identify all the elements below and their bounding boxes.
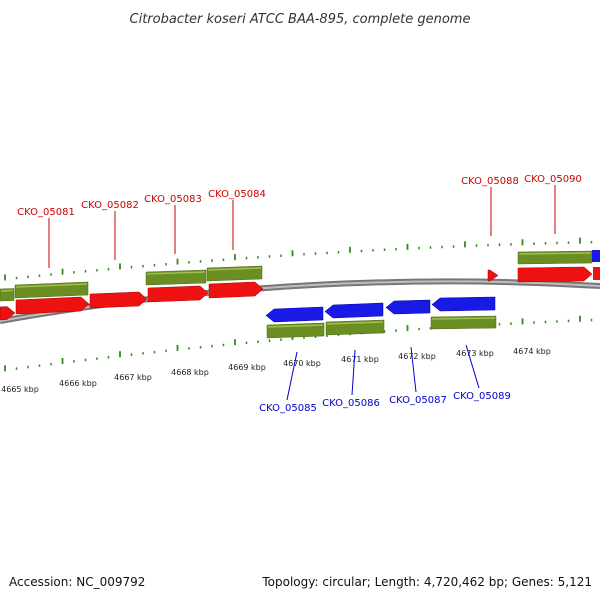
accession-text: Accession: NC_009792	[9, 575, 145, 589]
forward-genes	[0, 266, 600, 321]
scale-label: 4674 kbp	[513, 347, 551, 356]
scale-label: 4670 kbp	[283, 359, 321, 368]
reverse-gene-arrow	[592, 250, 600, 262]
scale-label: 4669 kbp	[228, 363, 266, 372]
forward-gene-arrow	[147, 285, 209, 303]
forward-gene-label: CKO_05090	[524, 174, 582, 185]
scale-label: 4672 kbp	[398, 352, 436, 361]
reverse-gene-arrow	[385, 299, 431, 315]
cds-bar-highlight	[15, 283, 88, 288]
forward-gene-label: CKO_05082	[81, 200, 139, 211]
map-title: Citrobacter koseri ATCC BAA-895, complet…	[130, 12, 471, 27]
genome-summary-text: Topology: circular; Length: 4,720,462 bp…	[261, 575, 592, 589]
forward-gene-label: CKO_05081	[17, 207, 75, 218]
gene-labels: CKO_05081 CKO_05082 CKO_05083 CKO_05084 CKO_…	[17, 174, 582, 414]
scale-label: 4673 kbp	[456, 349, 494, 358]
reverse-gene-arrow	[265, 306, 324, 323]
reverse-leader-line	[351, 349, 356, 396]
cds-bar-highlight	[207, 267, 262, 271]
cds-bar-highlight	[267, 324, 324, 328]
scale-label: 4671 kbp	[341, 355, 379, 364]
reverse-gene-label: CKO_05089	[453, 391, 511, 402]
scale-labels: 4665 kbp 4666 kbp 4667 kbp 4668 kbp 4669 kbp…	[1, 347, 551, 394]
cds-bar-highlight	[431, 317, 496, 320]
outer-tick-ring	[4, 237, 593, 281]
reverse-gene-label: CKO_05086	[322, 398, 380, 409]
reverse-gene-label: CKO_05087	[389, 395, 447, 406]
cds-bar-highlight	[518, 252, 592, 255]
forward-gene-arrow	[0, 306, 16, 321]
scale-label: 4665 kbp	[1, 385, 39, 394]
scale-label: 4667 kbp	[114, 373, 152, 382]
cds-features	[0, 250, 593, 339]
forward-gene-arrow	[593, 267, 600, 280]
forward-gene-label: CKO_05084	[208, 189, 266, 200]
forward-gene-label: CKO_05088	[461, 176, 519, 187]
cds-bar-highlight	[326, 321, 384, 325]
reverse-leader-line	[286, 351, 298, 401]
forward-gene-arrow	[89, 291, 148, 309]
reverse-gene-arrow	[431, 296, 496, 312]
cds-bar-highlight	[146, 271, 206, 275]
reverse-genes	[265, 250, 600, 323]
reverse-leader-line	[410, 346, 417, 393]
gene-leaders	[48, 185, 556, 401]
forward-gene-arrow	[15, 296, 90, 315]
reverse-gene-label: CKO_05085	[259, 403, 317, 414]
scale-label: 4668 kbp	[171, 368, 209, 377]
reverse-gene-arrow	[324, 302, 384, 319]
reverse-leader-line	[465, 344, 480, 389]
forward-gene-arrow	[487, 269, 499, 282]
cds-bar-highlight	[0, 289, 14, 292]
scale-label: 4666 kbp	[59, 379, 97, 388]
forward-gene-arrow	[208, 281, 264, 299]
forward-gene-label: CKO_05083	[144, 194, 202, 205]
forward-gene-arrow	[517, 266, 593, 283]
